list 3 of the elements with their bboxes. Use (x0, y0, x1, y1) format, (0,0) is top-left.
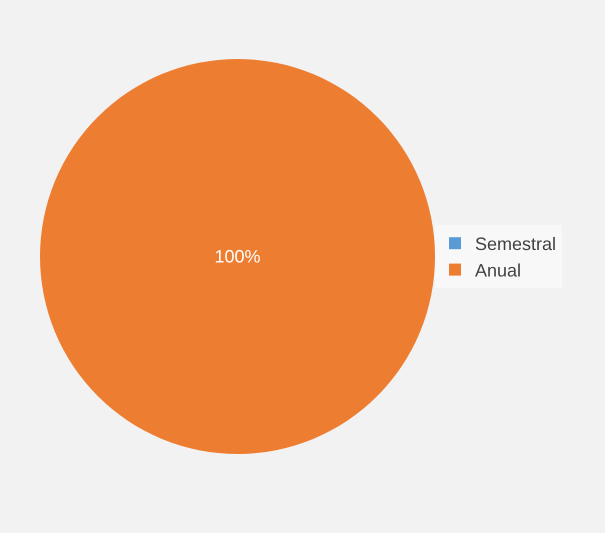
legend-label: Semestral (475, 234, 556, 254)
legend-label: Anual (475, 260, 522, 281)
data-label: 100% (214, 246, 261, 266)
